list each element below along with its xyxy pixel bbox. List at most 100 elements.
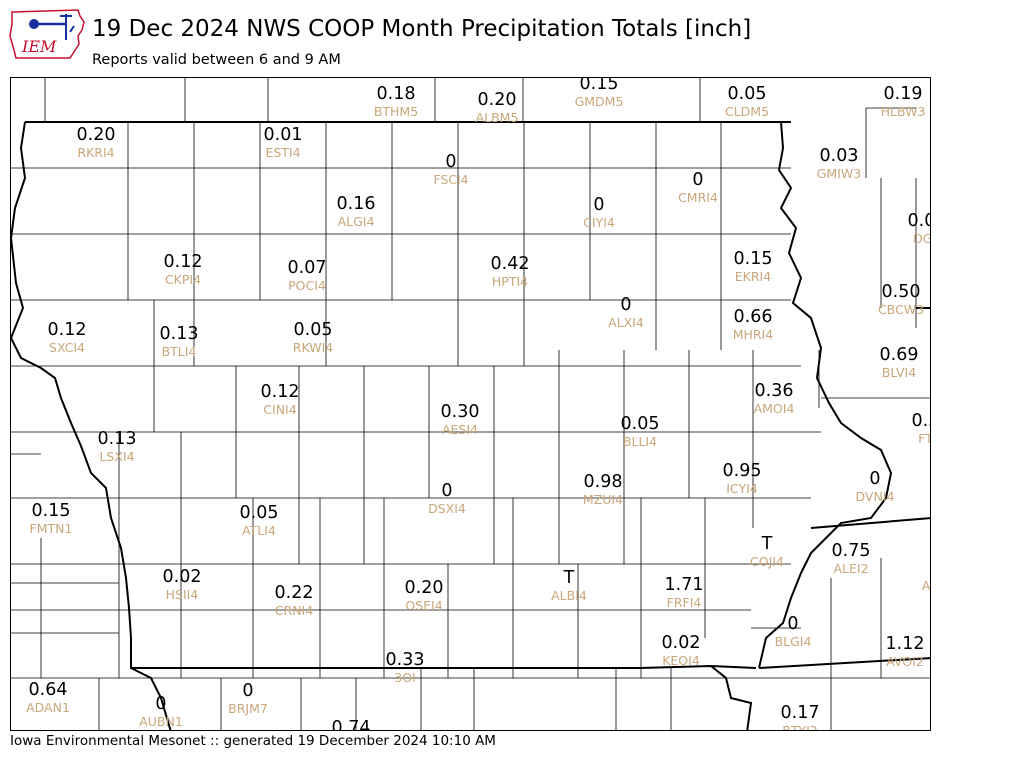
station-frfi4: 1.71 FRFI4 — [644, 575, 724, 610]
station-icyi4: 0.95 ICYI4 — [702, 461, 782, 496]
station-id: 3OI — [394, 670, 416, 685]
station-ciyi4: 0 CIYI4 — [559, 195, 639, 230]
station-value: 0.12 — [260, 382, 300, 402]
station-value: 0.16 — [336, 194, 376, 214]
station-id: CKPI4 — [164, 272, 202, 287]
station-id: FMTN1 — [29, 521, 73, 536]
station-id: BTHM5 — [373, 104, 419, 119]
station-value: T — [563, 568, 575, 588]
station-value: 0.15 — [31, 501, 71, 521]
station-id: BLLI4 — [622, 434, 658, 449]
station-id: FTTI — [918, 431, 930, 446]
station-ftti: 0.53FTTI — [891, 411, 930, 446]
station-value: 0.13 — [159, 324, 199, 344]
station-avoi2: 1.12 AVOI2 — [865, 634, 930, 669]
station-value: 0.07 — [287, 258, 327, 278]
station-value: 0.33 — [385, 650, 425, 670]
station-id: OSEI4 — [405, 598, 443, 613]
station-esti4: 0.01 ESTI4 — [243, 125, 323, 160]
station-value: 0.05 — [727, 84, 767, 104]
station-alxi4: 0 ALXI4 — [586, 295, 666, 330]
station-value: 0.15 — [733, 249, 773, 269]
station-id: AVOI2 — [886, 654, 924, 669]
station-cldm5: 0.05 CLDM5 — [707, 84, 787, 119]
station-value: T — [761, 534, 773, 554]
station-value: 0.12 — [163, 252, 203, 272]
station-gmiw3: 0.03 GMIW3 — [799, 146, 879, 181]
station-value: 0 — [445, 152, 457, 172]
footer-credit: Iowa Environmental Mesonet :: generated … — [10, 733, 496, 749]
station-cmri4: 0 CMRI4 — [658, 170, 738, 205]
station-value: 0.12 — [47, 320, 87, 340]
station-value: 0.36 — [754, 381, 794, 401]
station-value: 0.42 — [490, 254, 530, 274]
station-lsxi4: 0.13 LSXI4 — [77, 429, 157, 464]
station-ckpi4: 0.12 CKPI4 — [143, 252, 223, 287]
station-value: 0.53 — [911, 411, 930, 431]
station-value: 0.50 — [881, 282, 921, 302]
station-value: 0.20 — [477, 90, 517, 110]
station-hsii4: 0.02 HSII4 — [142, 567, 222, 602]
station-value: 0.02 — [661, 633, 701, 653]
station-mhri4: 0.66 MHRI4 — [713, 307, 793, 342]
station-id: CBCW3 — [877, 302, 925, 317]
station-id: FRFI4 — [666, 595, 702, 610]
station-id: GMIW3 — [816, 166, 862, 181]
station-id: CMRI4 — [678, 190, 718, 205]
station-btli4: 0.13 BTLI4 — [139, 324, 219, 359]
station-value: 0 — [620, 295, 632, 315]
station-btyi2: 0.17 BTYI2 — [760, 703, 840, 731]
station-id: BLVI4 — [881, 365, 917, 380]
station-id: BTLI4 — [161, 344, 197, 359]
station-brjm7: 0 BRJM7 — [208, 681, 288, 716]
station-cbcw3: 0.50 CBCW3 — [861, 282, 930, 317]
station-id: ICYI4 — [726, 481, 758, 496]
station-value: 0.18 — [376, 84, 416, 104]
station-value: 1.71 — [664, 575, 704, 595]
station-value: 0.02 — [162, 567, 202, 587]
station-value: 0.03 — [819, 146, 859, 166]
station-value: 0.74 — [331, 718, 371, 731]
station-id: FSCI4 — [433, 172, 469, 187]
station-value: 0 — [242, 681, 254, 701]
station-algi4: 0.16 ALGI4 — [316, 194, 396, 229]
station-id: GMDM5 — [574, 94, 624, 109]
station-id: BTYI2 — [782, 723, 818, 731]
station-ekri4: 0.15 EKRI4 — [713, 249, 793, 284]
station-value: 0.95 — [722, 461, 762, 481]
station-alei2: 0.75 ALEI2 — [811, 541, 891, 576]
station-id: AUBN1 — [139, 714, 183, 729]
station-value: 0.69 — [879, 345, 919, 365]
station-sxci4: 0.12 SXCI4 — [27, 320, 107, 355]
station-rkri4: 0.20 RKRI4 — [56, 125, 136, 160]
station-id: CIYI4 — [583, 215, 615, 230]
station-value: 1.12 — [885, 634, 925, 654]
station-amoi4: 0.36 AMOI4 — [734, 381, 814, 416]
station-value: 0.01 — [263, 125, 303, 145]
county-lines — [11, 78, 930, 730]
station-value: 0 — [593, 195, 605, 215]
station-id: KEOI4 — [662, 653, 700, 668]
station-cini4: 0.12 CINI4 — [240, 382, 320, 417]
station-id: ATLI4 — [242, 523, 276, 538]
station-aubn1: 0 AUBN1 — [121, 694, 201, 729]
station-id: CRNI4 — [274, 603, 314, 618]
station-value: 0.30 — [440, 402, 480, 422]
station-hlbw3: 0.19 HLBW3 — [863, 84, 930, 119]
station-value: 0 — [869, 469, 881, 489]
station-fsci4: 0 FSCI4 — [411, 152, 491, 187]
station-id: HLBW3 — [880, 104, 926, 119]
station-id: CINI4 — [263, 402, 297, 417]
station-value: 0.05 — [293, 320, 333, 340]
station-hpti4: 0.42 HPTI4 — [470, 254, 550, 289]
station-value: 0.98 — [583, 472, 623, 492]
station-value: 0.13 — [97, 429, 137, 449]
station-blli4: 0.05 BLLI4 — [600, 414, 680, 449]
station-osei4: 0.20 OSEI4 — [384, 578, 464, 613]
station-poci4: 0.07 POCI4 — [267, 258, 347, 293]
station-id: EKRI4 — [734, 269, 772, 284]
station-id: SXCI4 — [49, 340, 85, 355]
station-value: 0 — [895, 558, 930, 578]
iem-logo: IEM — [8, 6, 86, 62]
station-id: RKWI4 — [292, 340, 334, 355]
